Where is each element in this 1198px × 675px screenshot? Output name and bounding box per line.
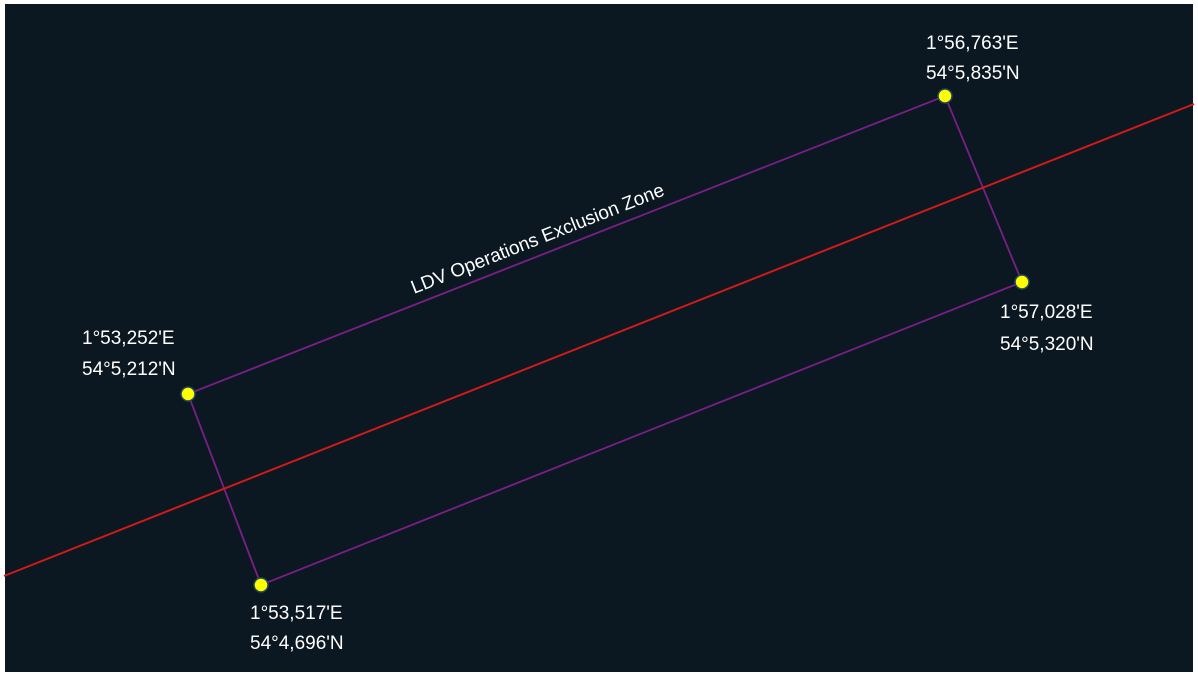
coord-right-lon: 1°57,028'E [1000,302,1093,323]
coord-top-right-lat: 54°5,835'N [926,63,1020,84]
coord-bottom-left-lat: 54°4,696'N [250,633,344,654]
map-background [5,4,1193,672]
vertex-marker-top-right[interactable] [937,88,953,104]
coord-left-lat: 54°5,212'N [82,359,176,380]
coord-right-lat: 54°5,320'N [1000,334,1094,355]
vertex-marker-left[interactable] [180,386,196,402]
route-line [3,103,1195,577]
vertex-marker-bottom-left[interactable] [253,577,269,593]
coord-top-right-lon: 1°56,763'E [926,33,1019,54]
vertex-marker-right[interactable] [1014,274,1030,290]
coord-left-lon: 1°53,252'E [82,328,175,349]
coord-bottom-left-lon: 1°53,517'E [250,603,343,624]
